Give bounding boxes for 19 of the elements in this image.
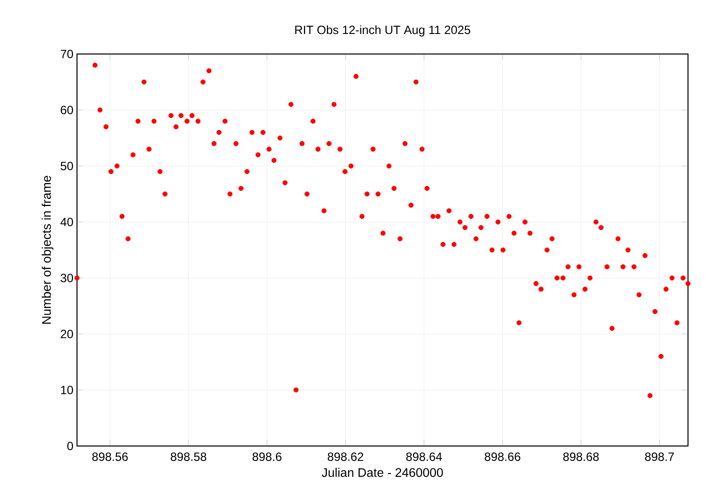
y-tick-label: 30	[60, 274, 74, 282]
x-tick-label: 898.6	[252, 452, 282, 461]
x-tick-label: 898.66	[484, 452, 520, 461]
y-axis-title: Number of objects in frame	[42, 176, 54, 324]
x-tick-label: 898.64	[406, 452, 442, 461]
x-tick-label: 898.7	[645, 452, 674, 461]
chart-title: RIT Obs 12-inch UT Aug 11 2025	[295, 25, 470, 36]
y-tick-label: 0	[67, 442, 74, 450]
x-tick-label: 898.68	[563, 452, 599, 461]
y-tick-label: 40	[60, 218, 74, 226]
x-tick-label: 898.56	[92, 452, 128, 461]
x-axis-title: Julian Date - 2460000	[322, 468, 443, 477]
y-tick-label: 20	[60, 330, 74, 338]
y-tick-label: 50	[60, 162, 74, 170]
y-tick-label: 60	[60, 106, 74, 114]
y-tick-label: 70	[60, 50, 74, 58]
x-tick-label: 898.58	[170, 452, 206, 461]
x-tick-label: 898.62	[328, 452, 364, 461]
y-tick-label: 10	[61, 386, 74, 394]
